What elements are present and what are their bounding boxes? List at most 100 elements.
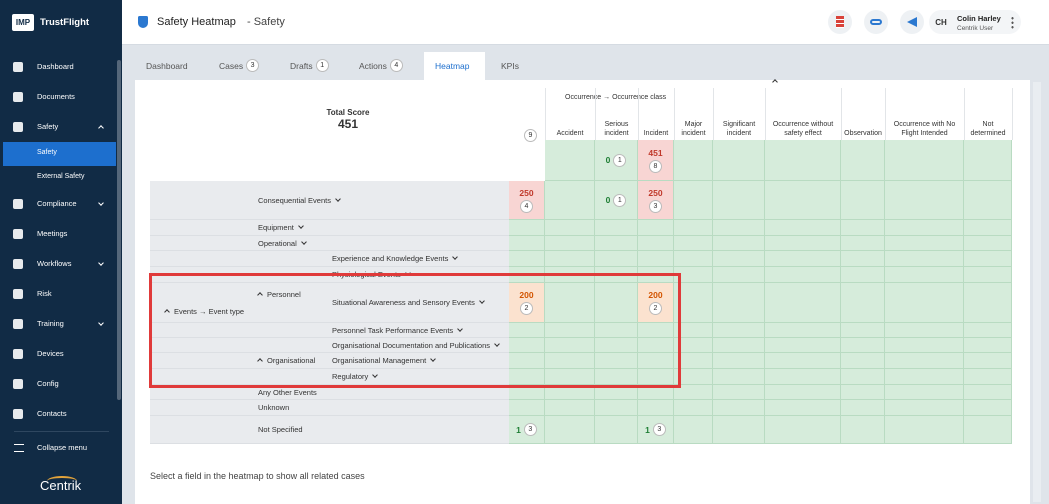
link-button[interactable] <box>864 10 888 34</box>
column-divider <box>1012 88 1013 140</box>
empty-cell <box>713 385 765 400</box>
nav-icon <box>13 349 23 359</box>
empty-cell <box>765 416 841 444</box>
empty-cell <box>841 140 885 181</box>
empty-cell <box>713 323 765 338</box>
tab[interactable]: Cases <box>219 61 244 71</box>
empty-cell <box>713 140 765 181</box>
nav-item[interactable]: Risk <box>37 289 52 298</box>
column-header[interactable]: Incident <box>643 130 669 137</box>
nav-icon <box>13 379 23 389</box>
row-label[interactable]: Situational Awareness and Sensory Events <box>332 298 484 308</box>
row-label[interactable]: Operational <box>258 239 306 249</box>
nav-item[interactable]: Devices <box>37 349 64 358</box>
announce-button[interactable] <box>900 10 924 34</box>
collapse-menu[interactable]: Collapse menu <box>37 443 88 452</box>
column-header[interactable]: Accident <box>556 130 584 137</box>
empty-cell <box>885 283 964 323</box>
nav-item[interactable]: Dashboard <box>37 62 74 71</box>
empty-cell <box>595 323 638 338</box>
empty-cell <box>885 236 964 251</box>
column-header[interactable]: Not determined <box>970 121 1006 137</box>
empty-cell <box>545 236 595 251</box>
heatmap-cell[interactable]: 200 2 <box>509 283 545 323</box>
column-header[interactable]: Occurrence without safety effect <box>772 121 834 137</box>
page-subtitle: - Safety <box>247 16 285 28</box>
row-axis[interactable]: Events → Event type <box>165 307 244 317</box>
column-header[interactable]: Major incident <box>681 121 706 137</box>
empty-cell <box>713 338 765 353</box>
nav-item[interactable]: Meetings <box>37 229 68 238</box>
empty-cell <box>509 251 545 267</box>
user-chip[interactable] <box>929 10 1021 34</box>
row-label[interactable]: Experience and Knowledge Events <box>332 254 457 264</box>
empty-cell <box>674 416 713 444</box>
row-label[interactable]: Personnel Task Performance Events <box>332 326 462 336</box>
heatmap-cell[interactable]: 250 4 <box>509 181 545 220</box>
empty-cell <box>964 236 1012 251</box>
empty-cell <box>885 220 964 236</box>
column-header[interactable]: Serious incident <box>604 121 629 137</box>
cell-count: 2 <box>520 302 533 315</box>
row-divider <box>150 368 509 369</box>
tab[interactable]: Dashboard <box>146 61 188 71</box>
empty-cell <box>545 416 595 444</box>
cell-count: 3 <box>523 423 537 436</box>
nav-item[interactable]: Compliance <box>37 199 77 208</box>
column-divider <box>545 88 546 140</box>
nav-item[interactable]: Config <box>37 379 59 388</box>
empty-cell <box>545 369 595 385</box>
empty-cell <box>713 267 765 283</box>
row-label[interactable]: Equipment <box>258 223 303 233</box>
nav-subitem[interactable]: Safety <box>37 149 57 156</box>
nav-item[interactable]: Safety <box>37 122 59 131</box>
row-label[interactable]: Regulatory <box>332 372 377 382</box>
empty-cell <box>964 323 1012 338</box>
empty-cell <box>765 369 841 385</box>
safety-icon <box>138 16 148 28</box>
nav-subitem[interactable]: External Safety <box>37 173 85 180</box>
empty-cell <box>595 251 638 267</box>
column-header[interactable]: Significant incident <box>722 121 756 137</box>
empty-cell <box>638 251 674 267</box>
heatmap-cell[interactable]: 200 2 <box>638 283 674 323</box>
row-label[interactable]: Organisational Documentation and Publica… <box>332 341 499 351</box>
tab[interactable]: KPIs <box>501 61 519 71</box>
nav-item[interactable]: Documents <box>37 92 75 101</box>
cell-score: 0 <box>605 195 611 205</box>
stack-button[interactable] <box>828 10 852 34</box>
row-group[interactable]: Personnel <box>258 290 301 300</box>
link-icon <box>870 19 882 25</box>
nav-item[interactable]: Training <box>37 319 64 328</box>
sidebar-scrollbar <box>117 60 121 400</box>
user-role: Centrik User <box>957 25 994 32</box>
nav-item[interactable]: Workflows <box>37 259 72 268</box>
nav-item[interactable]: Contacts <box>37 409 67 418</box>
more-icon[interactable] <box>1011 16 1014 29</box>
empty-cell <box>841 369 885 385</box>
empty-cell <box>885 400 964 416</box>
cell-score: 451 <box>648 147 663 158</box>
tab[interactable]: Heatmap <box>435 61 470 71</box>
empty-cell <box>545 338 595 353</box>
column-header[interactable]: Occurrence with No Flight Intended <box>893 121 956 137</box>
tab[interactable]: Drafts <box>290 61 313 71</box>
heatmap-cell[interactable]: 250 3 <box>638 181 674 220</box>
column-header[interactable]: Observation <box>844 130 882 137</box>
empty-cell <box>509 353 545 369</box>
row-label[interactable]: Consequential Events <box>258 196 340 206</box>
empty-cell <box>713 220 765 236</box>
tab[interactable]: Actions <box>359 61 387 71</box>
nav-icon <box>13 409 23 419</box>
heatmap-cell[interactable]: 451 8 <box>638 140 674 181</box>
row-group[interactable]: Organisational <box>258 356 315 366</box>
empty-cell <box>765 323 841 338</box>
cell-count: 8 <box>649 159 662 173</box>
row-label[interactable]: Organisational Management <box>332 356 435 366</box>
empty-cell <box>713 283 765 323</box>
empty-cell <box>638 385 674 400</box>
